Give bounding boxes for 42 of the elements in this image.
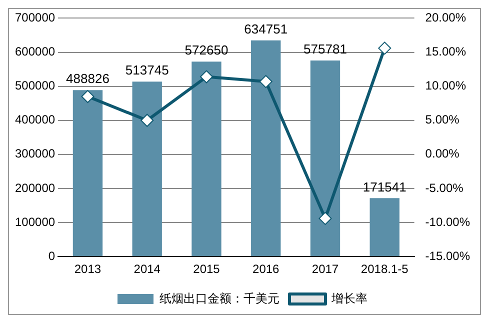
y2-tick-label: -5.00% [425, 180, 464, 195]
y-tick-label: 0 [48, 248, 56, 263]
point [259, 75, 272, 88]
data-label: 575781 [304, 42, 347, 57]
x-tick-label: 2018.1-5 [360, 262, 409, 276]
data-label: 488826 [66, 71, 110, 86]
y-tick-label: 100000 [14, 214, 56, 229]
y2-tick-label: 15.00% [425, 44, 466, 59]
bar [310, 60, 340, 256]
bar [192, 62, 222, 256]
bar [251, 40, 281, 256]
legend-label: 增长率 [330, 291, 368, 306]
x-tick-label: 2013 [74, 262, 102, 276]
y-tick-label: 300000 [14, 146, 56, 161]
legend-label: 纸烟出口金额：千美元 [160, 291, 280, 306]
data-label: 171541 [362, 179, 406, 194]
y-tick-label: 600000 [14, 44, 56, 59]
y-tick-label: 400000 [14, 112, 56, 127]
y2-tick-label: 20.00% [425, 10, 466, 25]
point [81, 90, 94, 104]
point [378, 42, 392, 55]
point [140, 114, 154, 127]
x-tick-label: 2017 [312, 262, 339, 276]
x-tick-label: 2014 [134, 262, 161, 276]
y2-tick-label: -10.00% [425, 214, 470, 229]
data-label: 634751 [244, 22, 288, 36]
data-label: 513745 [125, 62, 169, 78]
y2-tick-label: 5.00% [425, 112, 460, 127]
bar [132, 82, 162, 256]
y2-tick-label: 10.00% [425, 78, 466, 93]
bar [72, 90, 103, 256]
y-tick-label: 200000 [14, 180, 56, 195]
y-tick-label: 500000 [14, 78, 56, 93]
point [200, 70, 213, 84]
point [318, 212, 332, 225]
x-tick-label: 2015 [193, 262, 220, 276]
y2-tick-label: 0.00% [425, 146, 460, 161]
y-tick-label: 700000 [14, 10, 56, 25]
bar [370, 198, 400, 256]
data-label: 572650 [184, 42, 228, 58]
y2-tick-label: -15.00% [425, 248, 470, 263]
x-tick-label: 2016 [252, 262, 280, 276]
